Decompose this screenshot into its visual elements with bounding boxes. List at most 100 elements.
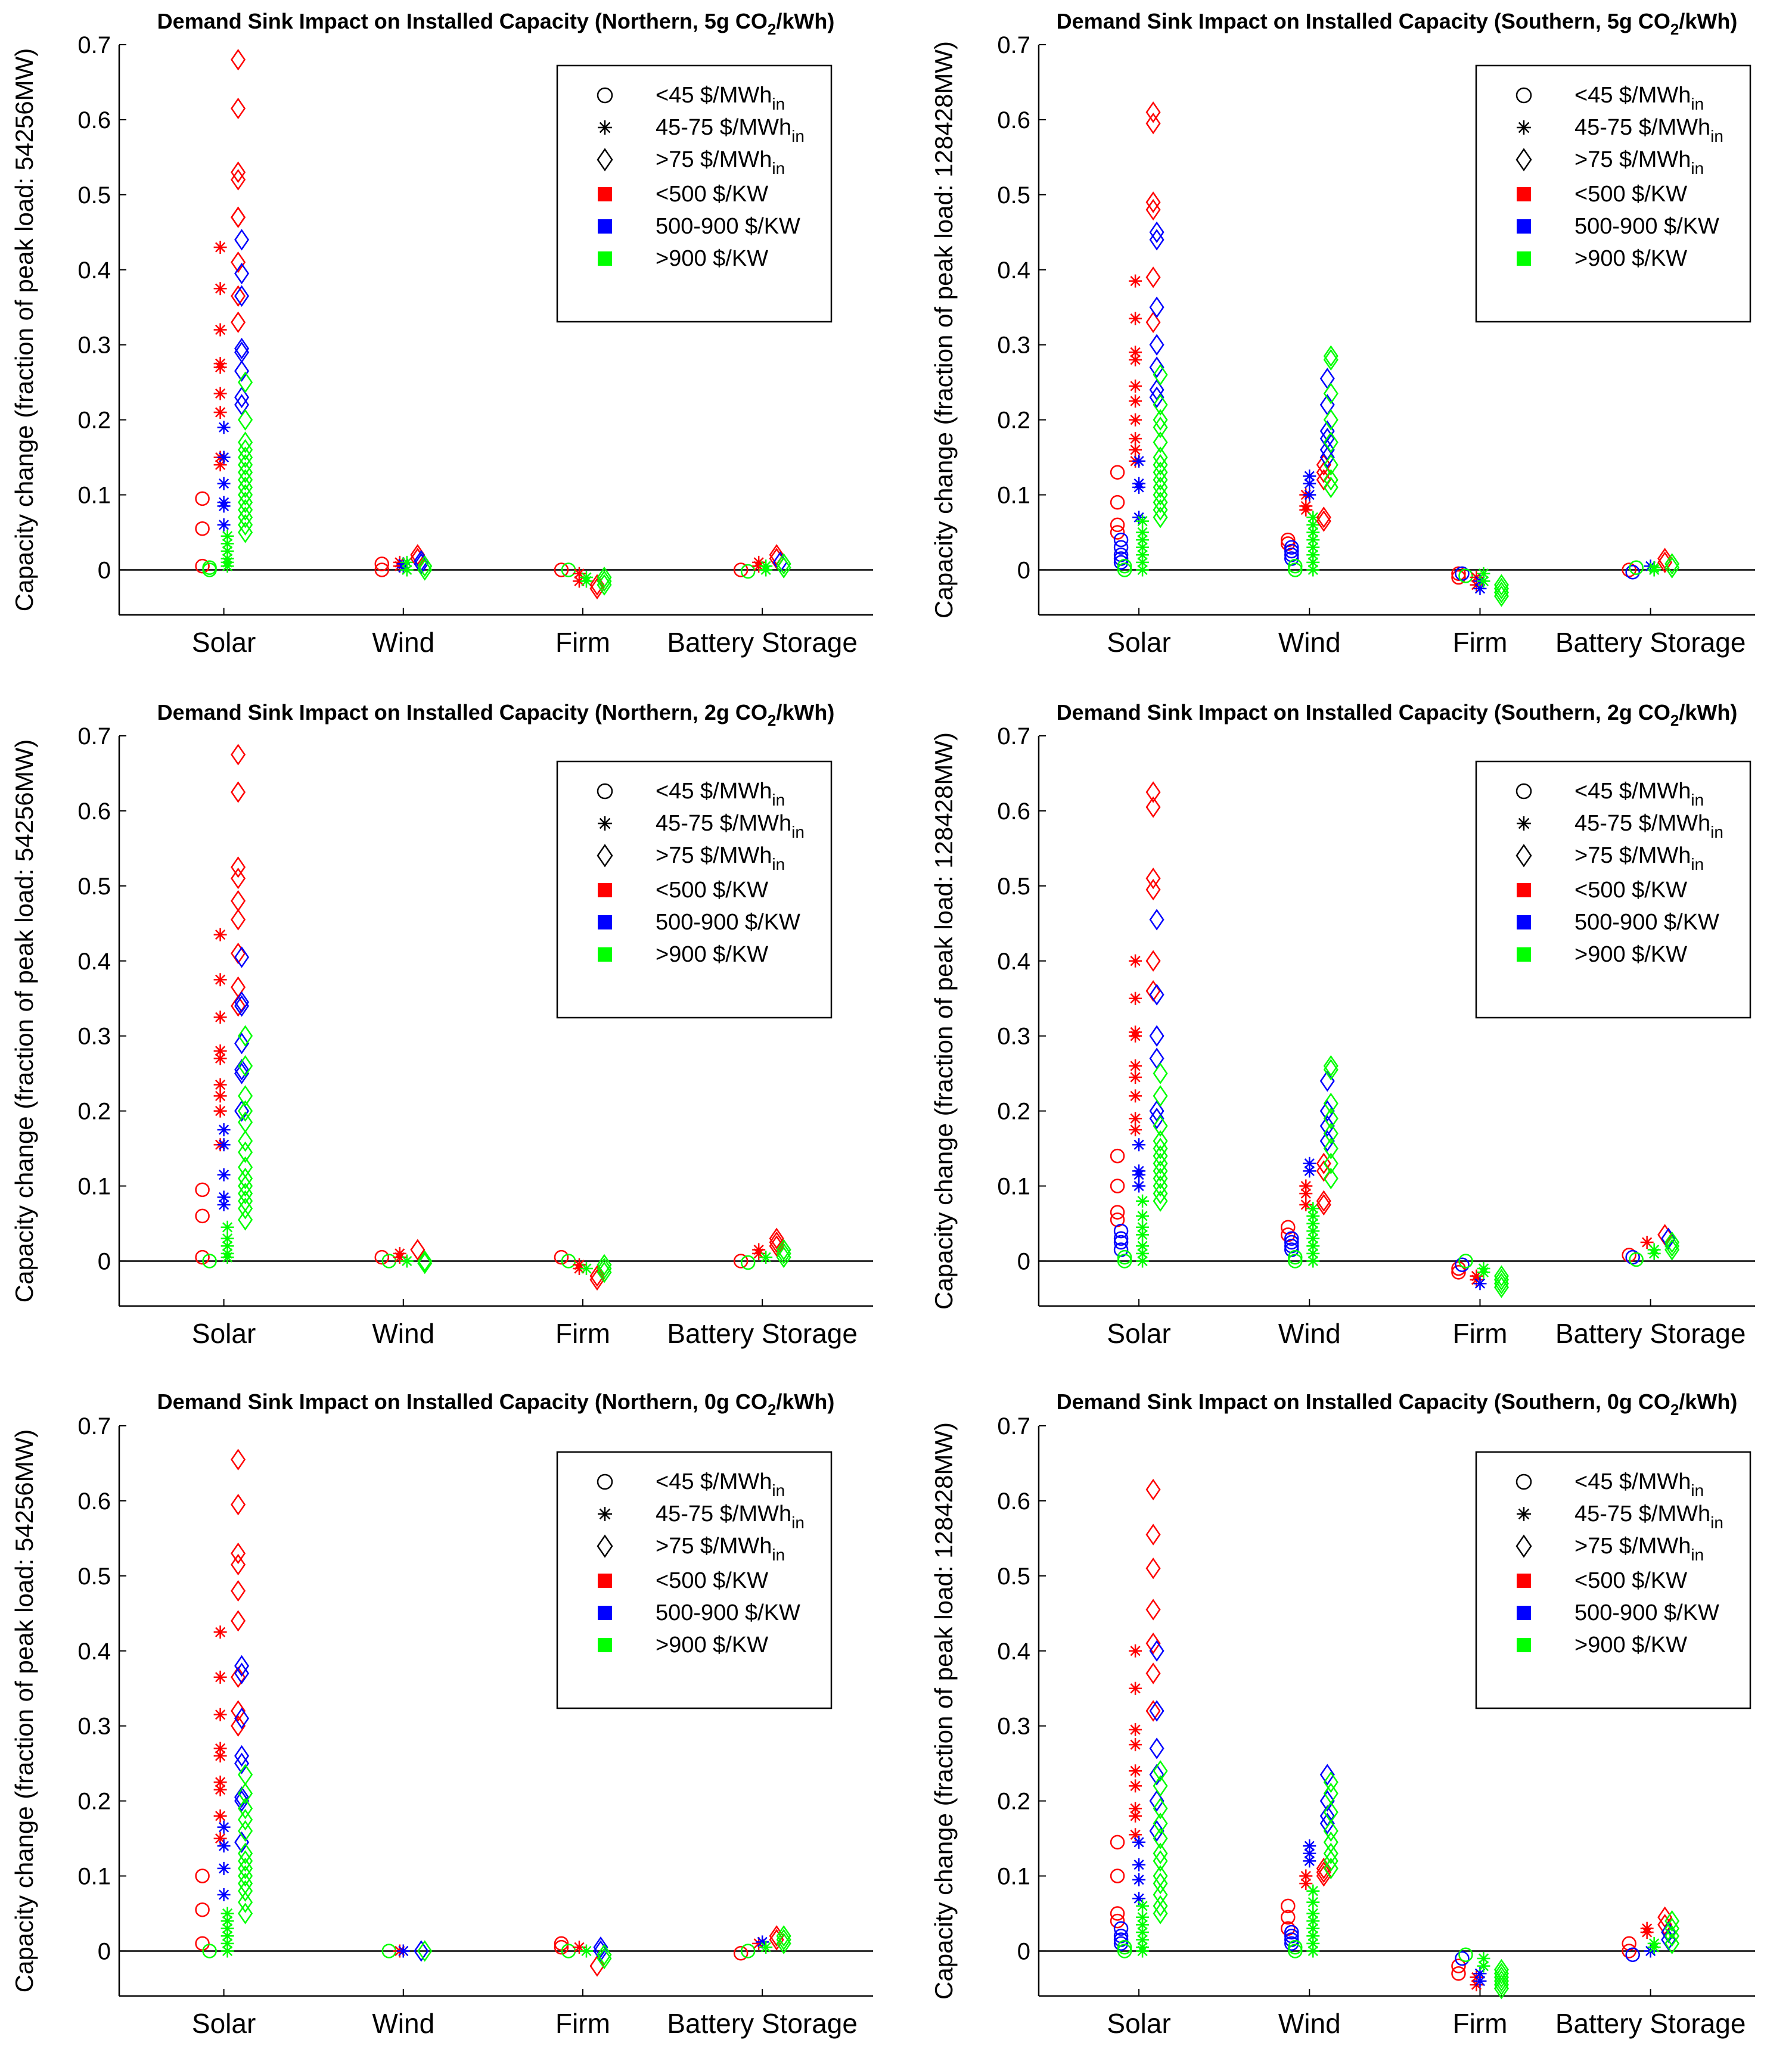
- data-point: [1132, 1873, 1146, 1886]
- data-point: [593, 1936, 608, 1958]
- x-tick-label: Wind: [1278, 1318, 1341, 1349]
- x-tick-label: Solar: [192, 2008, 256, 2039]
- data-point: [234, 995, 250, 1017]
- data-point: [1153, 1160, 1168, 1182]
- data-point: [1153, 1902, 1168, 1925]
- data-point: [1299, 1187, 1313, 1201]
- y-tick-label: 0.7: [77, 723, 111, 750]
- data-point: [1117, 562, 1132, 577]
- x-tick-label: Wind: [1278, 627, 1341, 658]
- y-axis-label: Capacity change (fraction of peak load: …: [930, 1422, 958, 2000]
- data-point: [769, 548, 784, 570]
- data-point: [597, 566, 612, 589]
- data-point: [1145, 781, 1161, 803]
- data-point: [238, 469, 253, 491]
- legend-marker: [1515, 783, 1532, 800]
- chart-panel-4: 0 0.1 0.2 0.3 0.4 0.5 0.6 0.7 Solar Wind Firm Batte…: [930, 700, 1755, 1349]
- data-point: [1284, 1235, 1299, 1250]
- data-point: [1622, 1944, 1636, 1958]
- data-point: [1451, 1958, 1466, 1973]
- legend-label: >900 $/KW: [656, 942, 768, 967]
- data-point: [1323, 383, 1338, 405]
- data-point: [213, 1783, 227, 1796]
- y-tick-label: 0.5: [997, 1563, 1030, 1590]
- data-point: [1493, 574, 1509, 596]
- legend-marker: [1515, 1534, 1532, 1558]
- data-point: [1136, 563, 1150, 577]
- data-point: [1153, 394, 1168, 416]
- data-point: [220, 544, 234, 558]
- data-point: [1153, 1812, 1168, 1835]
- data-point: [554, 1249, 569, 1265]
- data-point: [1299, 1869, 1313, 1883]
- data-point: [597, 1261, 612, 1283]
- data-point: [1132, 480, 1146, 494]
- data-point: [1117, 558, 1132, 574]
- data-point: [1110, 517, 1125, 533]
- x-tick-label: Wind: [372, 2008, 434, 2039]
- data-point: [1473, 1967, 1487, 1981]
- data-point: [1153, 1798, 1168, 1820]
- data-point: [1319, 446, 1335, 468]
- data-point: [1316, 1190, 1331, 1212]
- data-point: [1153, 1895, 1168, 1917]
- legend-label: >75 $/MWhin: [656, 1534, 785, 1564]
- data-point: [1323, 1842, 1338, 1864]
- data-point: [231, 1715, 246, 1737]
- data-point: [195, 521, 210, 536]
- data-point: [374, 1249, 390, 1265]
- data-point: [1136, 514, 1150, 528]
- legend-swatch: [1517, 251, 1531, 266]
- legend-marker: [597, 783, 613, 800]
- data-point: [1316, 506, 1331, 528]
- legend-label: <45 $/MWhin: [656, 83, 785, 113]
- data-point: [1288, 1249, 1303, 1265]
- data-point: [220, 537, 234, 551]
- x-tick-label: Battery Storage: [667, 2008, 858, 2039]
- data-point: [1110, 1148, 1125, 1164]
- data-point: [1136, 540, 1150, 554]
- data-point: [231, 856, 246, 878]
- data-point: [1153, 499, 1168, 521]
- legend-swatch: [598, 947, 612, 962]
- data-point: [1149, 334, 1164, 356]
- data-point: [195, 1182, 210, 1198]
- legend-label: <45 $/MWhin: [1574, 779, 1704, 809]
- data-point: [1153, 506, 1168, 528]
- data-point: [1306, 1254, 1320, 1268]
- data-point: [1477, 1952, 1490, 1966]
- legend-swatch: [1517, 915, 1531, 929]
- data-point: [1629, 560, 1644, 575]
- legend-swatch: [1517, 1574, 1531, 1588]
- y-tick-label: 0.2: [997, 408, 1030, 434]
- data-point: [1153, 1167, 1168, 1190]
- data-point: [1145, 1633, 1161, 1655]
- data-point: [1493, 1966, 1509, 1988]
- data-point: [234, 337, 250, 360]
- data-point: [1149, 984, 1164, 1006]
- data-point: [238, 514, 253, 536]
- data-point: [1306, 1907, 1320, 1920]
- legend-label: >75 $/MWhin: [1574, 1534, 1704, 1564]
- data-point: [220, 1944, 234, 1958]
- data-point: [1129, 1723, 1142, 1736]
- y-axis-label: Capacity change (fraction of peak load: …: [10, 739, 38, 1303]
- data-point: [396, 1944, 410, 1958]
- legend-label: <500 $/KW: [1574, 1568, 1687, 1593]
- data-point: [1117, 1939, 1132, 1955]
- data-point: [1455, 1951, 1470, 1966]
- y-tick-label: 0.5: [997, 182, 1030, 209]
- data-point: [1149, 1790, 1164, 1812]
- data-point: [769, 1231, 784, 1254]
- data-point: [238, 1209, 253, 1231]
- data-point: [1284, 1925, 1299, 1940]
- data-point: [1288, 1254, 1303, 1269]
- data-point: [756, 1935, 769, 1949]
- data-point: [1306, 1922, 1320, 1935]
- data-point: [231, 1610, 246, 1632]
- data-point: [1306, 1914, 1320, 1928]
- y-tick-label: 0.2: [77, 1789, 111, 1815]
- legend-marker: [597, 87, 613, 104]
- y-tick-label: 0: [98, 1248, 111, 1274]
